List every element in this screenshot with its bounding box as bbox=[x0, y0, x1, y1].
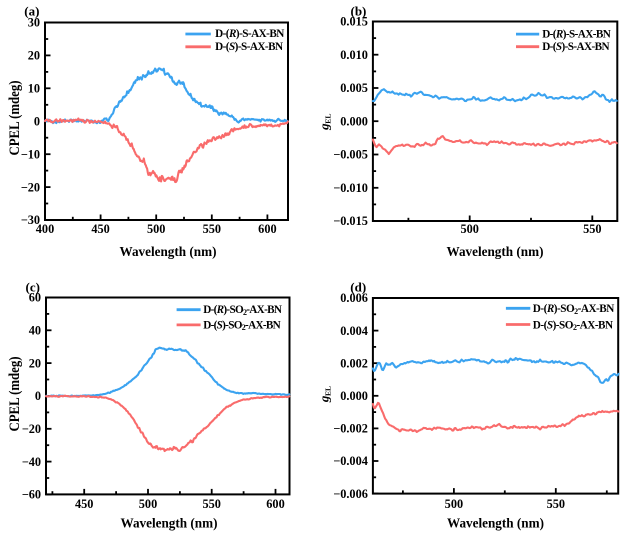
svg-text:550: 550 bbox=[202, 497, 220, 511]
svg-text:Wavelength (nm): Wavelength (nm) bbox=[447, 516, 544, 531]
svg-text:−0.004: −0.004 bbox=[333, 454, 368, 468]
svg-text:D-(R)-SO2-AX-BN: D-(R)-SO2-AX-BN bbox=[203, 304, 282, 317]
svg-text:D-(R)-SO2-AX-BN: D-(R)-SO2-AX-BN bbox=[533, 303, 614, 316]
svg-text:(d): (d) bbox=[350, 279, 366, 294]
svg-text:−10: −10 bbox=[21, 147, 40, 161]
svg-text:60: 60 bbox=[29, 291, 41, 305]
svg-text:500: 500 bbox=[147, 222, 165, 236]
svg-text:gEL: gEL bbox=[317, 386, 333, 403]
svg-text:−0.005: −0.005 bbox=[333, 148, 368, 162]
svg-text:500: 500 bbox=[460, 222, 478, 236]
svg-text:−0.015: −0.015 bbox=[333, 214, 368, 228]
svg-text:0: 0 bbox=[35, 389, 41, 403]
svg-text:CPEL (mdeg): CPEL (mdeg) bbox=[7, 81, 23, 156]
svg-text:gEL: gEL bbox=[317, 114, 333, 131]
svg-text:−0.006: −0.006 bbox=[333, 487, 368, 501]
svg-text:450: 450 bbox=[91, 222, 109, 236]
svg-text:D-(S)-S-AX-BN: D-(S)-S-AX-BN bbox=[542, 41, 609, 53]
svg-text:−0.010: −0.010 bbox=[333, 181, 368, 195]
svg-text:600: 600 bbox=[266, 497, 284, 511]
svg-text:0: 0 bbox=[34, 115, 40, 129]
svg-text:20: 20 bbox=[29, 356, 41, 370]
svg-text:Wavelength (nm): Wavelength (nm) bbox=[121, 516, 218, 531]
svg-text:0.002: 0.002 bbox=[340, 356, 368, 370]
svg-text:500: 500 bbox=[139, 497, 157, 511]
svg-text:0.005: 0.005 bbox=[340, 81, 368, 95]
svg-text:Wavelength (nm): Wavelength (nm) bbox=[120, 244, 217, 259]
svg-text:20: 20 bbox=[28, 49, 40, 63]
svg-text:(c): (c) bbox=[26, 279, 40, 294]
svg-text:40: 40 bbox=[29, 324, 41, 338]
svg-text:600: 600 bbox=[258, 222, 276, 236]
svg-text:450: 450 bbox=[75, 497, 93, 511]
svg-text:0.000: 0.000 bbox=[340, 115, 368, 129]
svg-text:D-(R)-S-AX-BN: D-(R)-S-AX-BN bbox=[542, 29, 611, 41]
svg-text:(a): (a) bbox=[24, 3, 39, 18]
svg-text:0.006: 0.006 bbox=[340, 291, 368, 305]
svg-text:(b): (b) bbox=[351, 3, 367, 18]
svg-text:D-(S)-S-AX-BN: D-(S)-S-AX-BN bbox=[215, 41, 283, 53]
svg-text:−60: −60 bbox=[22, 488, 41, 502]
svg-text:10: 10 bbox=[28, 82, 40, 96]
svg-text:Wavelength (nm): Wavelength (nm) bbox=[447, 244, 544, 259]
svg-text:0.015: 0.015 bbox=[340, 15, 368, 29]
svg-text:0.010: 0.010 bbox=[340, 48, 368, 62]
svg-text:500: 500 bbox=[445, 497, 463, 511]
svg-text:−0.002: −0.002 bbox=[333, 422, 368, 436]
svg-text:−20: −20 bbox=[22, 422, 41, 436]
svg-text:D-(S)-SO2-AX-BN: D-(S)-SO2-AX-BN bbox=[533, 319, 613, 332]
svg-text:CPEL (mdeg): CPEL (mdeg) bbox=[7, 357, 23, 432]
svg-text:−20: −20 bbox=[21, 180, 40, 194]
svg-text:550: 550 bbox=[203, 222, 221, 236]
svg-text:550: 550 bbox=[547, 497, 565, 511]
svg-text:0.004: 0.004 bbox=[340, 324, 368, 338]
svg-text:−40: −40 bbox=[22, 455, 41, 469]
svg-text:550: 550 bbox=[583, 222, 601, 236]
svg-text:D-(S)-SO2-AX-BN: D-(S)-SO2-AX-BN bbox=[203, 319, 280, 332]
svg-text:−30: −30 bbox=[21, 213, 40, 227]
svg-text:400: 400 bbox=[36, 222, 54, 236]
svg-text:0.000: 0.000 bbox=[340, 389, 368, 403]
svg-text:D-(R)-S-AX-BN: D-(R)-S-AX-BN bbox=[215, 28, 284, 40]
svg-text:30: 30 bbox=[28, 16, 40, 30]
